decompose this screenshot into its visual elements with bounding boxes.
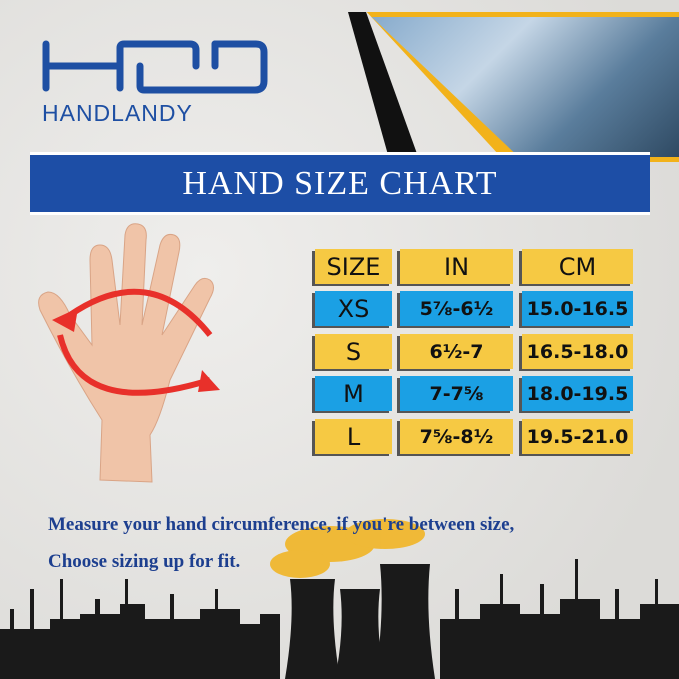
size-cell: S [315, 334, 392, 369]
cm-cell: 19.5-21.0 [522, 419, 633, 454]
cm-cell: 16.5-18.0 [522, 334, 633, 369]
inch-cell: 5⅞-6½ [400, 291, 513, 326]
brand-logo: HANDLANDY [40, 38, 270, 126]
cm-cell: 18.0-19.5 [522, 376, 633, 411]
size-cell: M [315, 376, 392, 411]
industrial-skyline [0, 519, 679, 679]
logo-mark-icon [42, 40, 268, 94]
brand-name: HANDLANDY [42, 100, 193, 126]
size-cell: XS [315, 291, 392, 326]
size-cell: L [315, 419, 392, 454]
inch-cell: 7-7⅝ [400, 376, 513, 411]
header-size: SIZE [315, 249, 392, 284]
instruction-line-2: Choose sizing up for fit. [48, 551, 241, 572]
title-banner: HAND SIZE CHART [30, 152, 650, 215]
inch-cell: 6½-7 [400, 334, 513, 369]
measure-arrow-icon [57, 288, 213, 396]
inch-cell: 7⅝-8½ [400, 419, 513, 454]
page-title: HAND SIZE CHART [182, 164, 498, 202]
hand-illustration [38, 223, 220, 483]
instruction-line-1: Measure your hand circumference, if you'… [48, 514, 515, 535]
header-cm: CM [522, 249, 633, 284]
header-in: IN [400, 249, 513, 284]
cm-cell: 15.0-16.5 [522, 291, 633, 326]
